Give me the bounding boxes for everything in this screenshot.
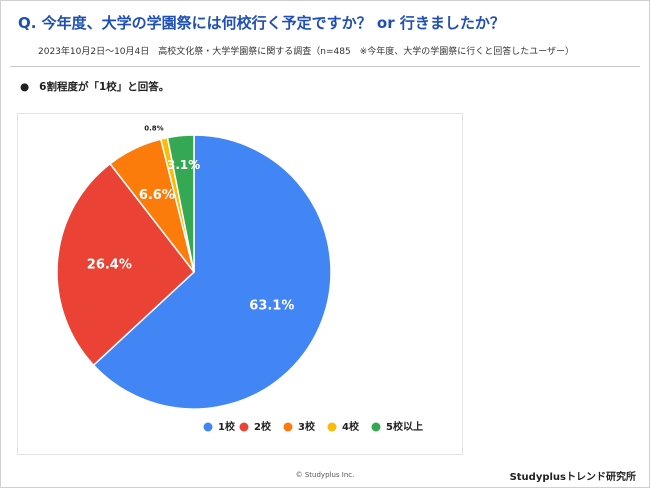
summary-line: ● 6割程度が「1校」と回答。 [20, 79, 169, 94]
header-divider [10, 66, 640, 67]
summary-text: 6割程度が「1校」と回答。 [39, 81, 170, 93]
legend-swatch-1 [203, 422, 213, 432]
chart-container: 63.1% 26.4% 6.6% 0.8% 3.1% 1校 2校 3校 4校 5校以上 [17, 113, 463, 455]
pie-slice-5 [166, 134, 195, 273]
data-label-2: 26.4% [87, 258, 132, 273]
legend-swatch-5 [371, 422, 381, 432]
legend-swatch-3 [283, 422, 293, 432]
legend-label-2: 2校 [254, 420, 272, 433]
legend-label-3: 3校 [298, 420, 316, 433]
brand-logo-text: Studyplusトレンド研究所 [509, 472, 636, 483]
pie-slice-2 [56, 162, 196, 367]
pie-chart: 63.1% 26.4% 6.6% 0.8% 3.1% 1校 2校 3校 4校 5校以上 [56, 125, 423, 433]
pie-slice-1 [92, 134, 332, 410]
question-title: Q. 今年度、大学の学園祭には何校行く予定ですか？ or 行きましたか？ [18, 14, 505, 32]
legend-label-5: 5校以上 [386, 420, 423, 433]
data-label-4: 0.8% [144, 125, 163, 133]
data-label-5: 3.1% [167, 158, 200, 172]
data-label-3: 6.6% [139, 188, 175, 203]
data-label-1: 63.1% [249, 298, 294, 313]
legend-label-4: 4校 [342, 420, 360, 433]
copyright-text: © Studyplus Inc. [295, 471, 355, 479]
survey-note: 2023年10月2日〜10月4日 高校文化祭・大学学園祭に関する調査（n=485… [38, 47, 575, 57]
legend-swatch-4 [327, 422, 337, 432]
legend-swatch-2 [239, 422, 249, 432]
bullet-icon: ● [20, 81, 30, 93]
legend-label-1: 1校 [218, 420, 236, 433]
